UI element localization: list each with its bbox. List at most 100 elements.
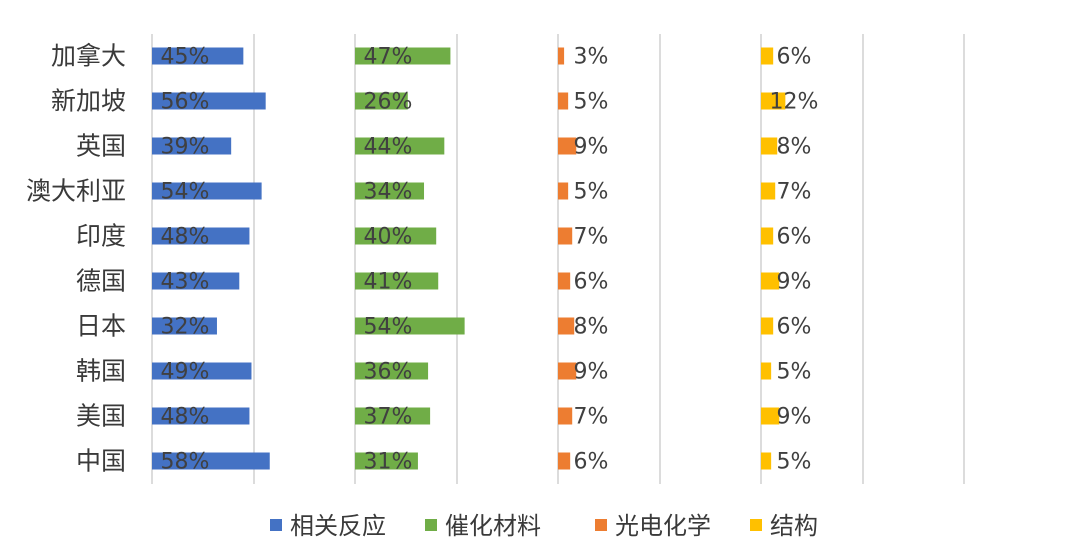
bar	[558, 272, 571, 290]
data-label: 6%	[574, 270, 609, 295]
category-label: 韩国	[76, 357, 126, 386]
bar	[558, 317, 575, 335]
data-label: 5%	[777, 360, 812, 385]
category-label: 加拿大	[51, 42, 126, 71]
data-label: 7%	[574, 225, 609, 250]
legend-label: 相关反应	[290, 512, 386, 540]
bar	[152, 362, 252, 380]
data-label: 58%	[161, 450, 210, 475]
category-label: 英国	[76, 132, 126, 161]
bar	[761, 362, 772, 380]
bar	[761, 452, 772, 470]
data-label: 5%	[574, 180, 609, 205]
bar	[761, 272, 780, 290]
bar	[761, 47, 774, 65]
data-label: 37%	[364, 405, 413, 430]
data-label: 9%	[777, 270, 812, 295]
bar	[355, 92, 408, 110]
legend-item: 光电化学	[595, 512, 711, 540]
data-label: 7%	[574, 405, 609, 430]
bar	[355, 362, 429, 380]
legend-item: 催化材料	[425, 512, 541, 540]
data-label: 54%	[364, 315, 413, 340]
data-label: 6%	[777, 315, 812, 340]
bar	[761, 182, 776, 200]
category-label: 澳大利亚	[26, 177, 126, 206]
bar	[355, 182, 425, 200]
bar	[761, 137, 778, 155]
bar	[152, 452, 270, 470]
data-label: 56%	[161, 90, 210, 115]
bar	[152, 317, 217, 335]
data-label: 7%	[777, 180, 812, 205]
bar	[355, 452, 418, 470]
bar	[558, 47, 565, 65]
data-label: 6%	[777, 45, 812, 70]
bars	[152, 47, 786, 470]
category-label: 美国	[76, 402, 126, 431]
data-label: 44%	[364, 135, 413, 160]
bar	[558, 137, 577, 155]
bar	[355, 407, 431, 425]
bar	[558, 452, 571, 470]
data-label: 48%	[161, 405, 210, 430]
bar	[761, 407, 780, 425]
data-label: 32%	[161, 315, 210, 340]
data-label: 26%	[364, 90, 413, 115]
data-label: 6%	[777, 225, 812, 250]
data-label: 5%	[777, 450, 812, 475]
data-label: 54%	[161, 180, 210, 205]
bar	[355, 227, 437, 245]
category-label: 中国	[76, 447, 126, 476]
data-label: 9%	[574, 135, 609, 160]
data-label: 49%	[161, 360, 210, 385]
data-label: 36%	[364, 360, 413, 385]
bar	[558, 182, 569, 200]
bar	[558, 362, 577, 380]
legend-swatch	[595, 519, 607, 531]
data-label: 34%	[364, 180, 413, 205]
legend-swatch	[270, 519, 282, 531]
category-label: 德国	[76, 267, 126, 296]
data-label: 9%	[777, 405, 812, 430]
data-label: 3%	[574, 45, 609, 70]
data-label: 12%	[770, 90, 819, 115]
data-label: 8%	[574, 315, 609, 340]
bar	[558, 92, 569, 110]
bar	[152, 272, 240, 290]
bar	[761, 92, 786, 110]
category-label: 印度	[76, 222, 126, 251]
bar	[152, 182, 262, 200]
data-label: 45%	[161, 45, 210, 70]
data-label: 31%	[364, 450, 413, 475]
bar	[152, 137, 232, 155]
bar	[152, 92, 266, 110]
data-label: 39%	[161, 135, 210, 160]
category-label: 新加坡	[51, 87, 126, 116]
data-label: 41%	[364, 270, 413, 295]
data-label: 48%	[161, 225, 210, 250]
legend-item: 结构	[750, 512, 818, 540]
bar	[558, 227, 573, 245]
bar	[355, 137, 445, 155]
data-label: 5%	[574, 90, 609, 115]
bar	[355, 272, 439, 290]
data-label: 43%	[161, 270, 210, 295]
category-label: 日本	[76, 312, 126, 341]
bar	[152, 47, 244, 65]
data-label: 8%	[777, 135, 812, 160]
data-label: 40%	[364, 225, 413, 250]
legend-swatch	[425, 519, 437, 531]
bar	[761, 317, 774, 335]
bar	[761, 227, 774, 245]
legend-label: 光电化学	[615, 512, 711, 540]
legend-label: 结构	[770, 512, 818, 540]
bar	[152, 407, 250, 425]
data-label: 47%	[364, 45, 413, 70]
data-label: 6%	[574, 450, 609, 475]
bar	[355, 317, 465, 335]
bar	[152, 227, 250, 245]
legend-swatch	[750, 519, 762, 531]
